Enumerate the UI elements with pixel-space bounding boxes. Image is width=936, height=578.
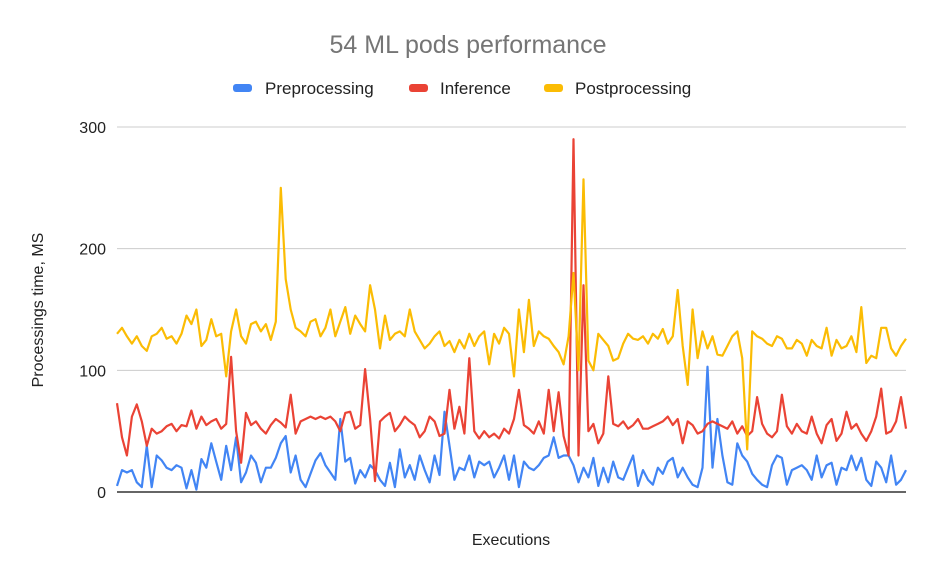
legend-swatch-inference: [409, 84, 428, 92]
legend-item-preprocessing[interactable]: Preprocessing: [233, 79, 374, 98]
legend-label-postprocessing: Postprocessing: [575, 79, 691, 98]
y-tick-label: 0: [97, 485, 106, 502]
legend-swatch-postprocessing: [544, 84, 563, 92]
legend-item-inference[interactable]: Inference: [409, 79, 511, 98]
y-tick-label: 100: [79, 363, 106, 380]
y-axis-title: Processings time, MS: [30, 233, 47, 388]
chart-title: 54 ML pods performance: [329, 31, 606, 59]
legend: Preprocessing Inference Postprocessing: [233, 79, 691, 98]
legend-item-postprocessing[interactable]: Postprocessing: [544, 79, 691, 98]
legend-label-preprocessing: Preprocessing: [265, 79, 374, 98]
y-tick-label: 300: [79, 120, 106, 137]
series-line-preprocessing: [115, 365, 907, 491]
series-line-inference: [115, 138, 908, 483]
legend-swatch-preprocessing: [233, 84, 252, 92]
y-tick-label: 200: [79, 242, 106, 259]
series-line-postprocessing: [116, 178, 907, 451]
legend-label-inference: Inference: [440, 79, 511, 98]
x-axis-title: Executions: [472, 532, 550, 549]
